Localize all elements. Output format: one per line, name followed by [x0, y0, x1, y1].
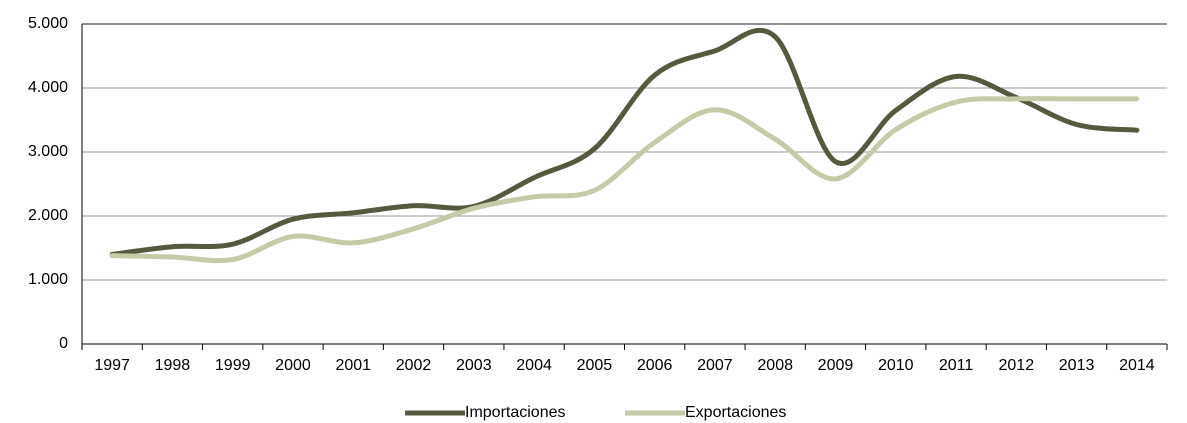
x-tick-label: 2005: [577, 357, 613, 374]
x-tick-label: 2000: [275, 357, 311, 374]
x-tick-label: 2004: [516, 357, 552, 374]
x-tick-label: 2013: [1059, 357, 1095, 374]
legend-label: Exportaciones: [685, 404, 786, 421]
x-tick-label: 2009: [818, 357, 854, 374]
x-tick-label: 2008: [757, 357, 793, 374]
y-tick-label: 0: [59, 335, 68, 352]
series-line: [109, 96, 1140, 264]
y-tick-label: 1.000: [28, 271, 68, 288]
x-tick-label: 2003: [456, 357, 492, 374]
x-tick-label: 2006: [637, 357, 673, 374]
x-tick-label: 2014: [1119, 357, 1155, 374]
x-tick-label: 2001: [335, 357, 371, 374]
y-tick-label: 2.000: [28, 207, 68, 224]
x-tick-label: 2010: [878, 357, 914, 374]
legend-label: Importaciones: [465, 404, 566, 421]
x-tick-label: 2007: [697, 357, 733, 374]
x-tick-label: 2002: [396, 357, 432, 374]
x-tick-label: 1997: [94, 357, 130, 374]
series-line: [109, 27, 1140, 257]
x-tick-label: 2011: [939, 357, 974, 374]
x-tick-label: 1999: [215, 357, 251, 374]
x-tick-label: 1998: [155, 357, 191, 374]
y-tick-label: 4.000: [28, 79, 68, 96]
y-tick-label: 5.000: [28, 15, 68, 32]
y-tick-label: 3.000: [28, 143, 68, 160]
x-tick-label: 2012: [999, 357, 1035, 374]
